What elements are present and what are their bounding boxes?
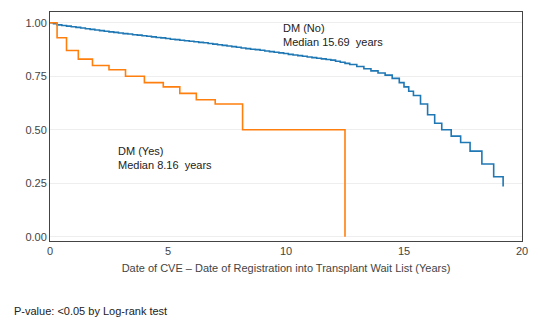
svg-text:10: 10 xyxy=(280,245,292,257)
svg-text:0: 0 xyxy=(47,245,53,257)
svg-text:0.50: 0.50 xyxy=(25,124,46,136)
svg-text:1.00: 1.00 xyxy=(25,17,46,29)
svg-text:5: 5 xyxy=(165,245,171,257)
svg-text:0.25: 0.25 xyxy=(25,177,46,189)
svg-text:0.00: 0.00 xyxy=(25,231,46,243)
svg-text:DM (Yes)Median 8.16 years: DM (Yes)Median 8.16 years xyxy=(118,145,212,171)
svg-text:P-value: <0.05 by Log-rank tes: P-value: <0.05 by Log-rank test xyxy=(14,305,167,317)
svg-text:20: 20 xyxy=(516,245,528,257)
svg-text:DM (No)Median 15.69 years: DM (No)Median 15.69 years xyxy=(283,22,383,48)
svg-text:15: 15 xyxy=(398,245,410,257)
svg-text:0.75: 0.75 xyxy=(25,70,46,82)
svg-text:Date of CVE – Date of Registra: Date of CVE – Date of Registration into … xyxy=(122,262,451,274)
